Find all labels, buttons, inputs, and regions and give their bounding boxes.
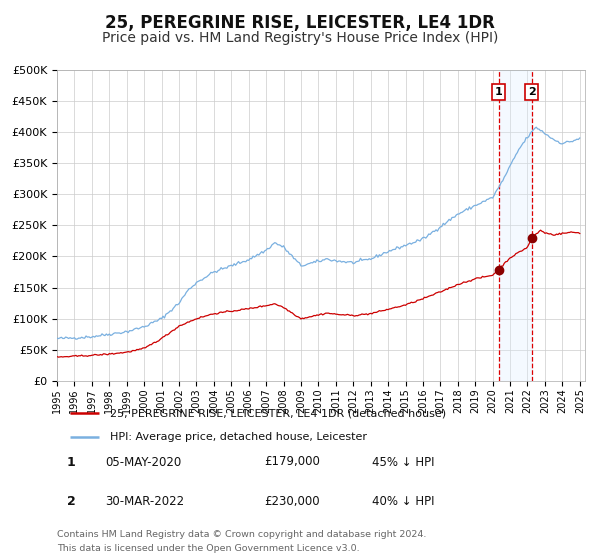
Text: Contains HM Land Registry data © Crown copyright and database right 2024.: Contains HM Land Registry data © Crown c… <box>57 530 427 539</box>
Text: 1: 1 <box>67 455 76 469</box>
Text: 2: 2 <box>528 87 536 97</box>
Text: £179,000: £179,000 <box>264 455 320 469</box>
Text: 2: 2 <box>67 494 76 508</box>
Text: This data is licensed under the Open Government Licence v3.0.: This data is licensed under the Open Gov… <box>57 544 359 553</box>
Text: 30-MAR-2022: 30-MAR-2022 <box>105 494 184 508</box>
Text: 1: 1 <box>494 87 502 97</box>
Bar <box>499 70 532 381</box>
Text: 45% ↓ HPI: 45% ↓ HPI <box>372 455 434 469</box>
Text: 25, PEREGRINE RISE, LEICESTER, LE4 1DR: 25, PEREGRINE RISE, LEICESTER, LE4 1DR <box>105 14 495 32</box>
Text: HPI: Average price, detached house, Leicester: HPI: Average price, detached house, Leic… <box>110 432 367 442</box>
Text: Price paid vs. HM Land Registry's House Price Index (HPI): Price paid vs. HM Land Registry's House … <box>102 31 498 45</box>
Text: 25, PEREGRINE RISE, LEICESTER, LE4 1DR (detached house): 25, PEREGRINE RISE, LEICESTER, LE4 1DR (… <box>110 408 446 418</box>
Text: £230,000: £230,000 <box>264 494 320 508</box>
Text: 05-MAY-2020: 05-MAY-2020 <box>105 455 181 469</box>
Text: 40% ↓ HPI: 40% ↓ HPI <box>372 494 434 508</box>
